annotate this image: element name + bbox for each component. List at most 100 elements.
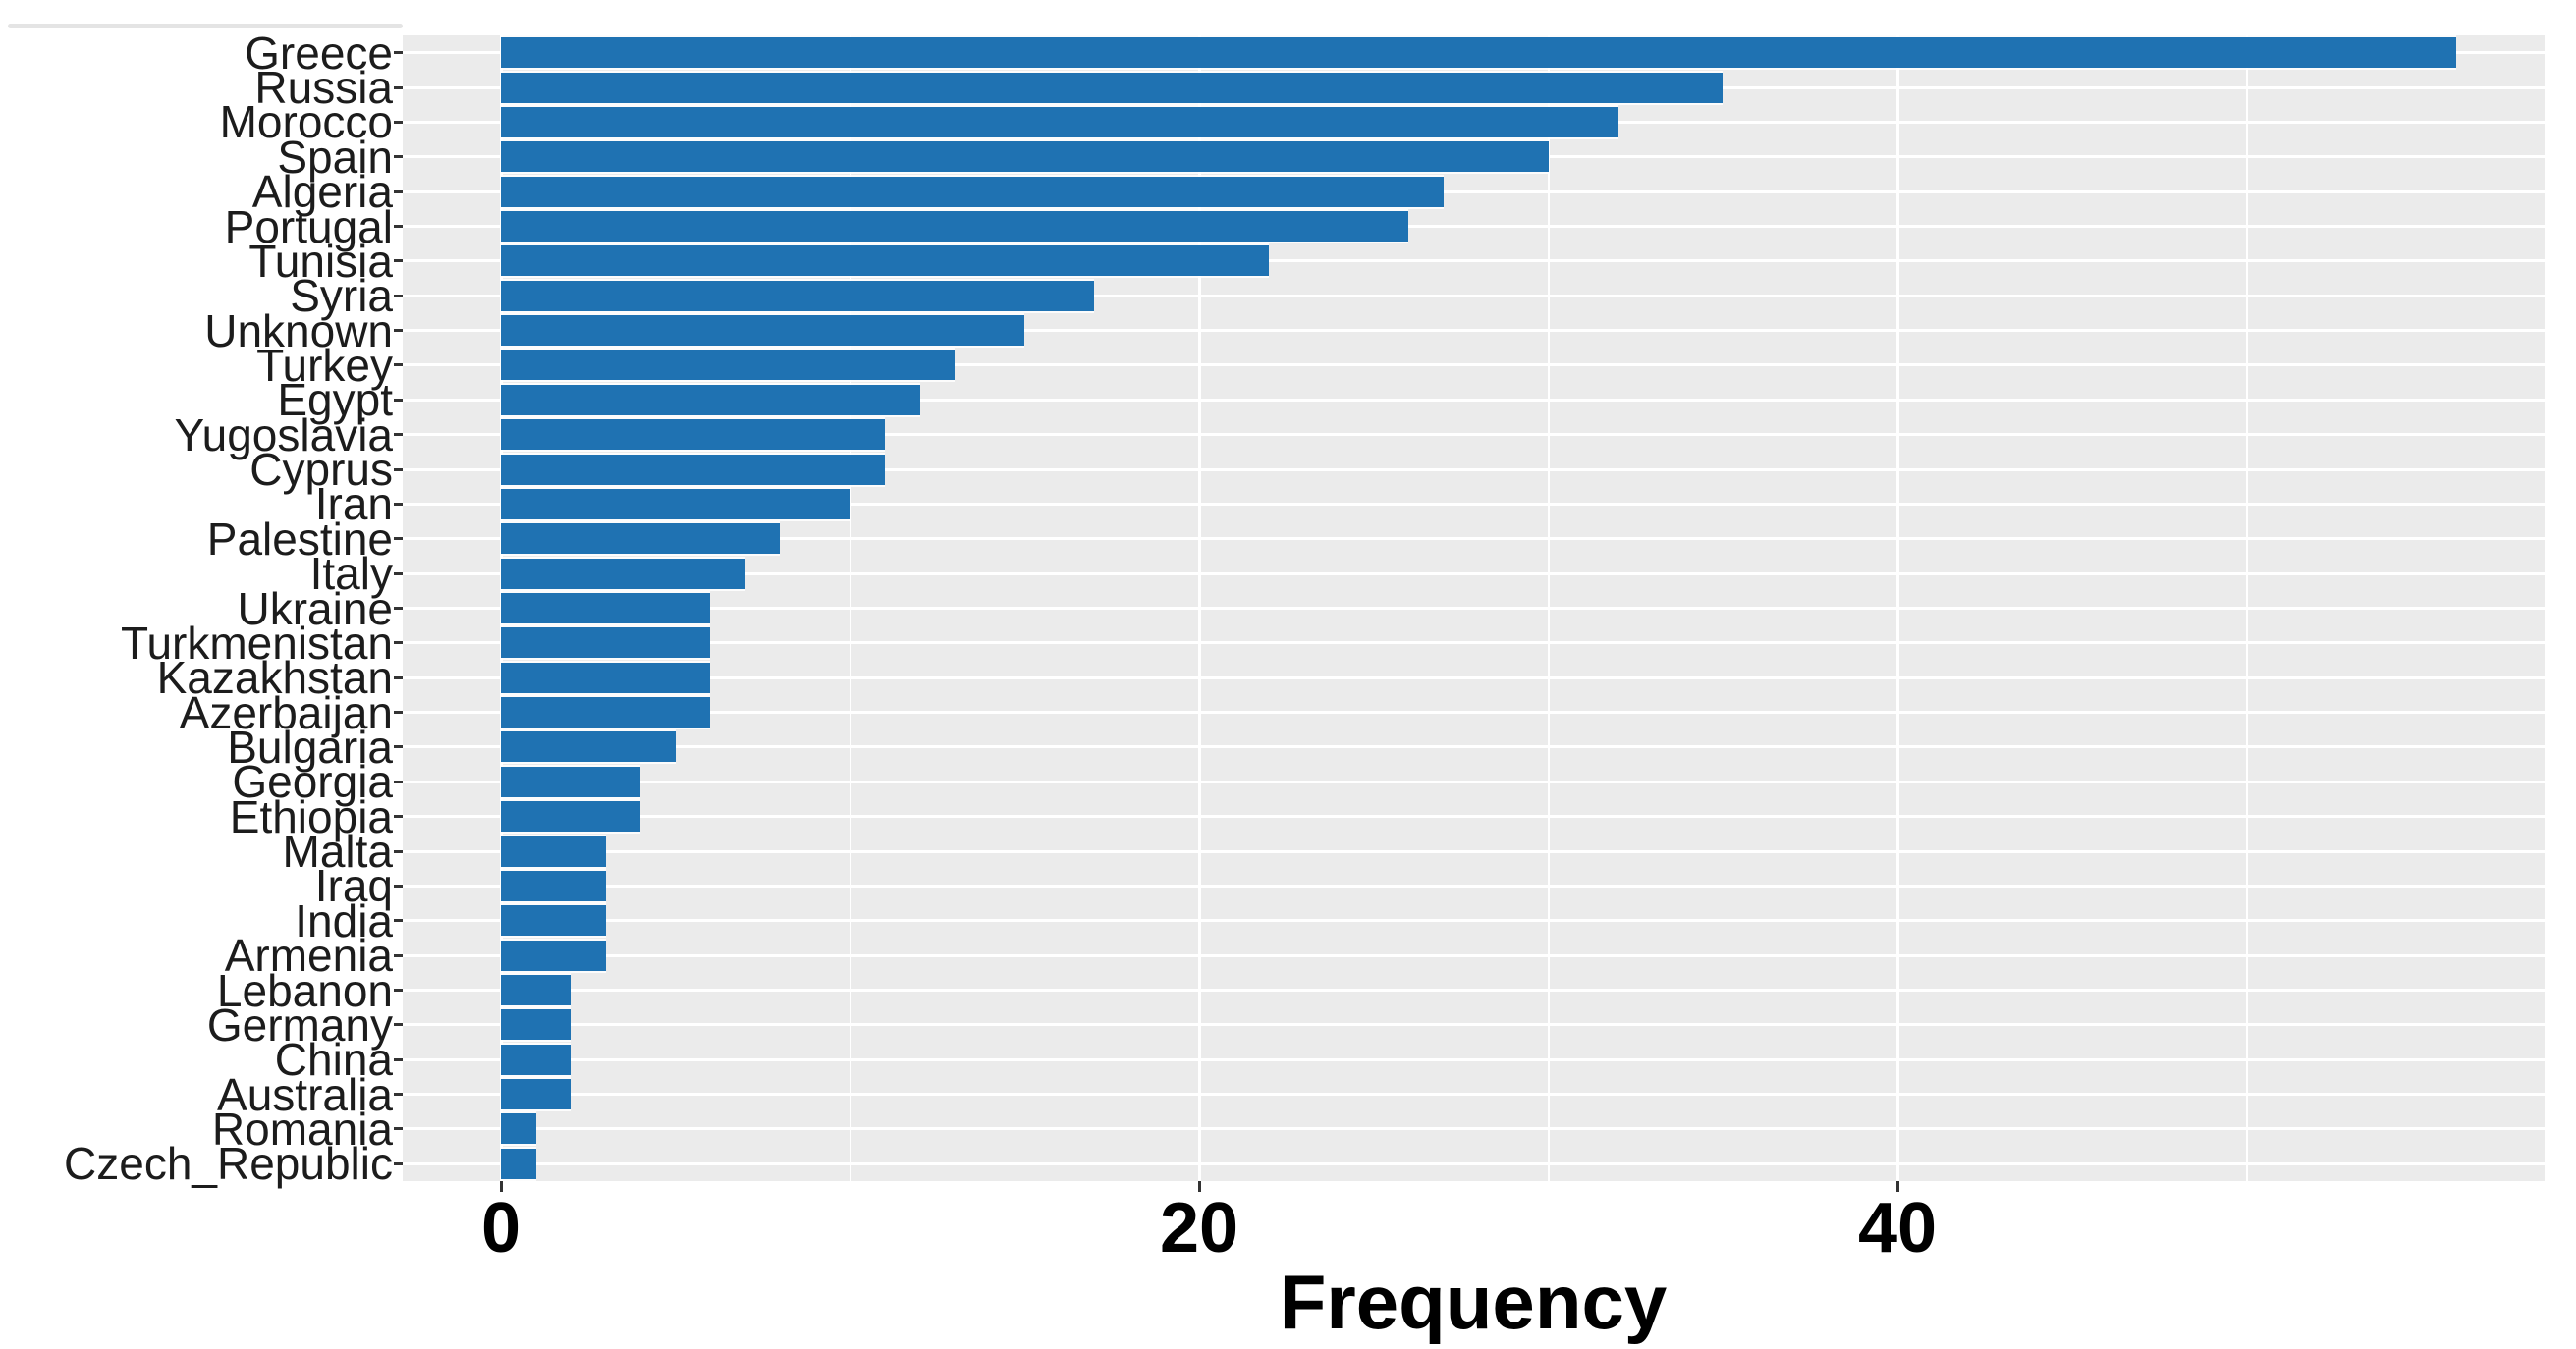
y-label-russia: Russia — [254, 62, 393, 114]
bar-ethiopia — [501, 801, 641, 833]
y-tick-turkey — [394, 363, 403, 367]
gridline-y-italy — [403, 571, 2545, 575]
gridline-y-azerbaijan — [403, 711, 2545, 715]
bar-india — [501, 905, 606, 937]
y-tick-georgia — [394, 780, 403, 783]
gridline-y-yugoslavia — [403, 433, 2545, 437]
gridline-y-unknown — [403, 329, 2545, 333]
gridline-y-turkmenistan — [403, 641, 2545, 645]
y-label-spain: Spain — [277, 131, 393, 183]
bar-georgia — [501, 766, 641, 797]
gridline-y-iraq — [403, 884, 2545, 888]
y-label-romania: Romania — [211, 1103, 393, 1155]
y-label-armenia: Armenia — [224, 930, 393, 982]
gridline-y-romania — [403, 1127, 2545, 1131]
bar-ukraine — [501, 593, 711, 623]
y-tick-greece — [394, 51, 403, 55]
gridline-y-algeria — [403, 189, 2545, 193]
y-tick-malta — [394, 849, 403, 853]
y-tick-syria — [394, 294, 403, 297]
gridline-y-iran — [403, 502, 2545, 506]
y-tick-azerbaijan — [394, 711, 403, 715]
y-tick-egypt — [394, 398, 403, 402]
bar-romania — [501, 1113, 536, 1145]
x-tick-40 — [1895, 1181, 1899, 1192]
gridline-y-ethiopia — [403, 815, 2545, 819]
bar-italy — [501, 558, 745, 589]
y-label-georgia: Georgia — [232, 756, 393, 808]
gridline-y-ukraine — [403, 607, 2545, 610]
y-label-iran: Iran — [314, 478, 393, 530]
y-label-unknown: Unknown — [204, 304, 393, 356]
y-label-ethiopia: Ethiopia — [229, 790, 393, 842]
y-label-palestine: Palestine — [206, 513, 393, 565]
y-tick-iran — [394, 502, 403, 506]
gridline-y-malta — [403, 849, 2545, 853]
y-tick-czech-republic — [394, 1161, 403, 1165]
gridline-y-armenia — [403, 953, 2545, 957]
bar-yugoslavia — [501, 419, 886, 451]
x-tick-0 — [499, 1181, 503, 1192]
y-tick-turkmenistan — [394, 641, 403, 645]
bar-iran — [501, 488, 850, 519]
gridline-y-germany — [403, 1023, 2545, 1027]
bar-iraq — [501, 870, 606, 901]
bar-egypt — [501, 384, 920, 415]
gridline-y-georgia — [403, 780, 2545, 783]
x-tick-label-20: 20 — [1159, 1189, 1239, 1268]
bar-portugal — [501, 211, 1409, 242]
bar-morocco — [501, 106, 1618, 137]
y-tick-ukraine — [394, 607, 403, 610]
y-tick-bulgaria — [394, 745, 403, 749]
y-tick-lebanon — [394, 989, 403, 992]
y-tick-algeria — [394, 189, 403, 193]
gridline-y-kazakhstan — [403, 675, 2545, 679]
y-tick-unknown — [394, 329, 403, 333]
y-tick-iraq — [394, 884, 403, 888]
y-tick-italy — [394, 571, 403, 575]
y-label-egypt: Egypt — [277, 374, 393, 426]
gridline-y-china — [403, 1057, 2545, 1061]
y-label-germany: Germany — [206, 998, 393, 1051]
y-label-yugoslavia: Yugoslavia — [174, 408, 394, 460]
y-label-bulgaria: Bulgaria — [227, 721, 393, 773]
y-label-turkmenistan: Turkmenistan — [121, 617, 393, 669]
gridline-y-cyprus — [403, 467, 2545, 471]
y-label-algeria: Algeria — [251, 166, 393, 218]
y-label-italy: Italy — [309, 548, 393, 600]
bar-bulgaria — [501, 731, 676, 763]
y-tick-russia — [394, 85, 403, 89]
y-tick-cyprus — [394, 467, 403, 471]
bar-armenia — [501, 940, 606, 971]
y-tick-armenia — [394, 953, 403, 957]
gridline-y-australia — [403, 1093, 2545, 1097]
y-label-australia: Australia — [217, 1068, 393, 1120]
bar-malta — [501, 836, 606, 867]
y-tick-palestine — [394, 537, 403, 541]
bar-spain — [501, 141, 1549, 173]
y-label-ukraine: Ukraine — [237, 582, 393, 634]
gridline-y-bulgaria — [403, 745, 2545, 749]
x-tick-label-40: 40 — [1857, 1189, 1938, 1268]
y-label-india: India — [295, 894, 393, 946]
y-tick-ethiopia — [394, 815, 403, 819]
bar-turkmenistan — [501, 627, 711, 659]
y-tick-china — [394, 1057, 403, 1061]
bar-germany — [501, 1009, 572, 1041]
y-tick-portugal — [394, 225, 403, 228]
bar-cyprus — [501, 454, 886, 485]
bar-czech-republic — [501, 1148, 536, 1179]
x-tick-label-0: 0 — [480, 1189, 521, 1268]
gridline-y-turkey — [403, 363, 2545, 367]
bar-azerbaijan — [501, 697, 711, 728]
y-label-cyprus: Cyprus — [249, 444, 393, 496]
y-tick-romania — [394, 1127, 403, 1131]
bar-palestine — [501, 523, 781, 555]
y-label-morocco: Morocco — [219, 96, 393, 148]
gridline-y-india — [403, 919, 2545, 923]
gridline-y-lebanon — [403, 989, 2545, 992]
y-label-kazakhstan: Kazakhstan — [156, 652, 393, 704]
x-axis-title: Frequency — [1279, 1259, 1668, 1345]
bar-kazakhstan — [501, 662, 711, 693]
bar-tunisia — [501, 245, 1270, 277]
